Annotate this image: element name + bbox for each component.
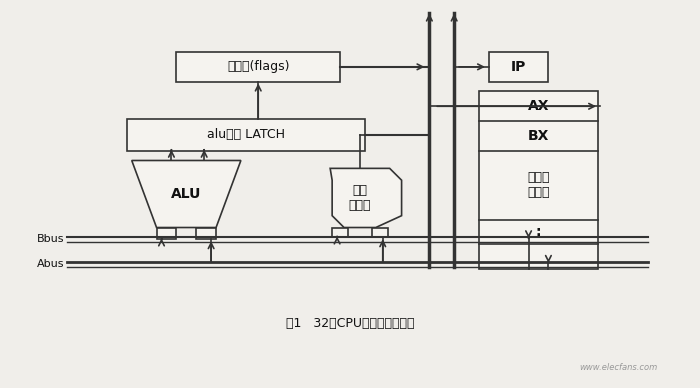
Bar bbox=[479, 92, 598, 269]
Text: IP: IP bbox=[511, 60, 526, 74]
Text: 标志位(flags): 标志位(flags) bbox=[227, 61, 290, 73]
Text: www.elecfans.com: www.elecfans.com bbox=[580, 363, 657, 372]
Bar bbox=[489, 52, 548, 81]
Text: alu输出 LATCH: alu输出 LATCH bbox=[206, 128, 285, 141]
Bar bbox=[332, 227, 348, 237]
Bar bbox=[176, 52, 340, 81]
Bar bbox=[372, 227, 388, 237]
Polygon shape bbox=[132, 161, 241, 227]
Text: ALU: ALU bbox=[171, 187, 202, 201]
Text: 通用寄
存器组: 通用寄 存器组 bbox=[527, 171, 550, 199]
Bar bbox=[196, 227, 216, 239]
Text: 图1   32位CPU执行单元结构图: 图1 32位CPU执行单元结构图 bbox=[286, 317, 414, 330]
Text: BX: BX bbox=[528, 129, 550, 143]
Bar bbox=[157, 227, 176, 239]
Text: AX: AX bbox=[528, 99, 550, 113]
Text: Abus: Abus bbox=[37, 259, 64, 269]
Text: :: : bbox=[536, 225, 541, 239]
Polygon shape bbox=[330, 168, 402, 227]
Text: Bbus: Bbus bbox=[37, 234, 64, 244]
Text: 移位
寄存器: 移位 寄存器 bbox=[349, 184, 371, 212]
Bar bbox=[127, 119, 365, 151]
